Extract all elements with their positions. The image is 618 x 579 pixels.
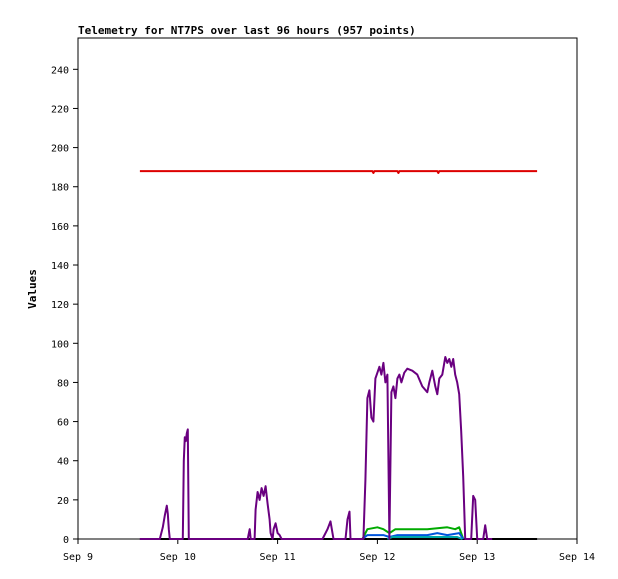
y-tick-label: 180	[51, 183, 69, 194]
y-tick-label: 240	[51, 65, 69, 76]
x-tick-label: Sep 14	[559, 552, 595, 563]
y-tick-label: 200	[51, 144, 69, 155]
y-tick-label: 220	[51, 104, 69, 115]
x-axis-ticks: Sep 9 Sep 10 Sep 11 Sep 12 Sep 13 Sep 14	[63, 539, 595, 563]
y-axis-ticks: 0 20 40 60 80 100 120 140 160 180 200 220 240	[51, 65, 78, 546]
y-tick-label: 40	[57, 457, 69, 468]
y-tick-label: 80	[57, 378, 69, 389]
x-tick-label: Sep 13	[459, 552, 495, 563]
x-tick-label: Sep 12	[359, 552, 395, 563]
y-tick-label: 160	[51, 222, 69, 233]
series-line	[139, 356, 493, 540]
x-tick-label: Sep 11	[260, 552, 296, 563]
y-tick-label: 140	[51, 261, 69, 272]
series-line	[387, 536, 463, 540]
x-tick-label: Sep 9	[63, 552, 93, 563]
chart-title: Telemetry for NT7PS over last 96 hours (…	[78, 24, 416, 37]
series-lines	[139, 170, 538, 540]
y-tick-label: 20	[57, 496, 69, 507]
y-tick-label: 120	[51, 300, 69, 311]
y-tick-label: 100	[51, 339, 69, 350]
plot-frame	[77, 37, 578, 540]
y-tick-label: 0	[63, 535, 69, 546]
series-line	[361, 532, 465, 540]
y-axis-label: Values	[26, 269, 39, 309]
series-line	[139, 170, 538, 174]
y-tick-label: 60	[57, 418, 69, 429]
x-tick-label: Sep 10	[160, 552, 196, 563]
series-line	[361, 526, 465, 540]
